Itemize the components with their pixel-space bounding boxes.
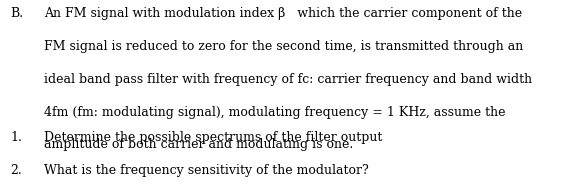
- Text: 1.: 1.: [10, 131, 22, 144]
- Text: B.: B.: [10, 7, 24, 21]
- Text: What is the frequency sensitivity of the modulator?: What is the frequency sensitivity of the…: [44, 164, 368, 177]
- Text: ideal band pass filter with frequency of fc: carrier frequency and band width: ideal band pass filter with frequency of…: [44, 73, 532, 86]
- Text: amplitude of both carrier and modulating is one.: amplitude of both carrier and modulating…: [44, 138, 353, 151]
- Text: FM signal is reduced to zero for the second time, is transmitted through an: FM signal is reduced to zero for the sec…: [44, 40, 523, 53]
- Text: 2.: 2.: [10, 164, 22, 177]
- Text: Determine the possible spectrums of the filter output: Determine the possible spectrums of the …: [44, 131, 382, 144]
- Text: 4fm (fm: modulating signal), modulating frequency = 1 KHz, assume the: 4fm (fm: modulating signal), modulating …: [44, 106, 505, 119]
- Text: An FM signal with modulation index β   which the carrier component of the: An FM signal with modulation index β whi…: [44, 7, 522, 21]
